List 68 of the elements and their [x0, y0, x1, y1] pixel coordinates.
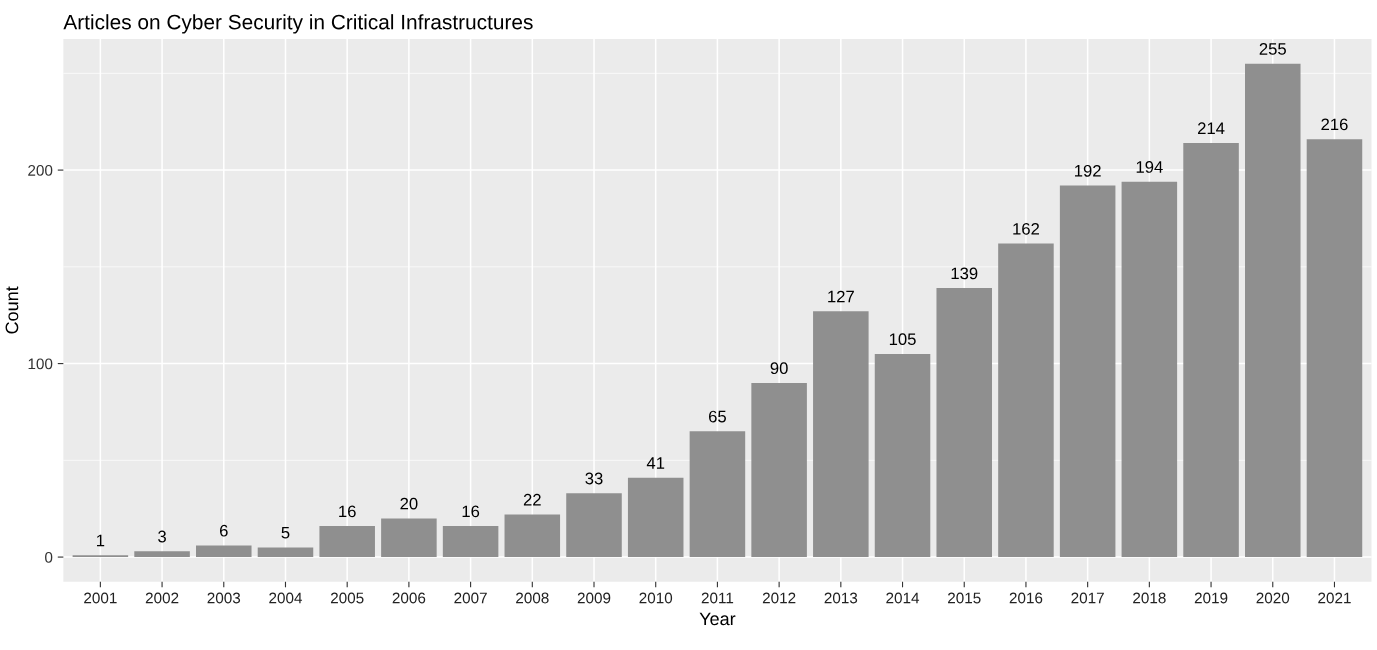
data-label: 65	[709, 410, 726, 423]
data-label: 5	[281, 526, 290, 539]
data-label: 33	[585, 472, 603, 485]
data-label: 20	[400, 497, 418, 510]
data-label: 3	[158, 530, 166, 543]
x-tick-label: 2007	[454, 592, 487, 604]
x-tick-label: 2008	[516, 592, 549, 604]
x-tick-label: 2015	[948, 592, 981, 604]
data-label: 22	[523, 493, 541, 506]
x-tick-label: 2002	[145, 592, 179, 604]
bar	[504, 514, 561, 558]
bar	[442, 526, 499, 558]
x-tick-label: 2009	[577, 592, 611, 604]
data-label: 6	[219, 524, 228, 537]
bar	[1121, 181, 1178, 558]
data-label: 216	[1321, 118, 1348, 131]
data-label: 1	[97, 534, 105, 547]
bar	[257, 547, 314, 558]
y-tick-label: 100	[28, 358, 53, 370]
x-tick-label: 2021	[1318, 592, 1351, 604]
x-tick-label: 2013	[824, 592, 858, 604]
x-tick-label: 2003	[207, 592, 241, 604]
data-label: 16	[462, 505, 480, 518]
data-label: 105	[889, 333, 916, 346]
chart-title: Articles on Cyber Security in Critical Infrastructures	[63, 14, 533, 34]
bar	[381, 518, 437, 558]
bar	[936, 288, 993, 558]
x-tick-label: 2019	[1194, 592, 1228, 604]
bar	[1245, 63, 1301, 558]
x-tick-label: 2012	[762, 592, 796, 604]
data-label: 16	[339, 505, 356, 518]
x-tick-label: 2020	[1256, 592, 1290, 604]
data-label: 127	[828, 290, 854, 303]
y-axis-title: Count	[5, 286, 19, 334]
bar	[134, 551, 190, 558]
data-label: 214	[1197, 122, 1225, 134]
x-tick-label: 2018	[1133, 592, 1166, 604]
x-tick-label: 2014	[886, 592, 920, 604]
x-tick-label: 2017	[1071, 592, 1104, 604]
y-tick-label: 0	[45, 551, 53, 563]
data-label: 255	[1259, 43, 1286, 55]
bar	[1306, 139, 1363, 558]
bar	[196, 545, 252, 558]
data-label: 162	[1013, 222, 1040, 235]
bar	[1183, 143, 1239, 558]
bar	[627, 477, 684, 558]
x-tick-label: 2010	[639, 592, 673, 604]
x-tick-label: 2011	[701, 592, 734, 604]
data-label: 139	[951, 267, 978, 280]
data-label: 194	[1136, 161, 1163, 173]
bar	[1059, 185, 1116, 558]
x-tick-label: 2001	[84, 592, 117, 604]
x-tick-label: 2006	[392, 592, 426, 604]
data-label: 41	[646, 457, 665, 469]
bar	[998, 243, 1054, 558]
bar	[566, 493, 622, 558]
data-label: 192	[1075, 164, 1101, 177]
x-tick-label: 2016	[1009, 592, 1043, 604]
x-axis-title: Year	[699, 612, 736, 626]
x-tick-label: 2005	[330, 592, 364, 604]
bar	[751, 382, 807, 558]
bar	[874, 353, 931, 558]
data-label: 90	[770, 362, 788, 375]
y-tick-label: 200	[28, 164, 53, 176]
bar	[689, 431, 746, 558]
bar	[813, 311, 869, 558]
bar	[319, 526, 375, 558]
x-tick-label: 2004	[269, 592, 303, 604]
